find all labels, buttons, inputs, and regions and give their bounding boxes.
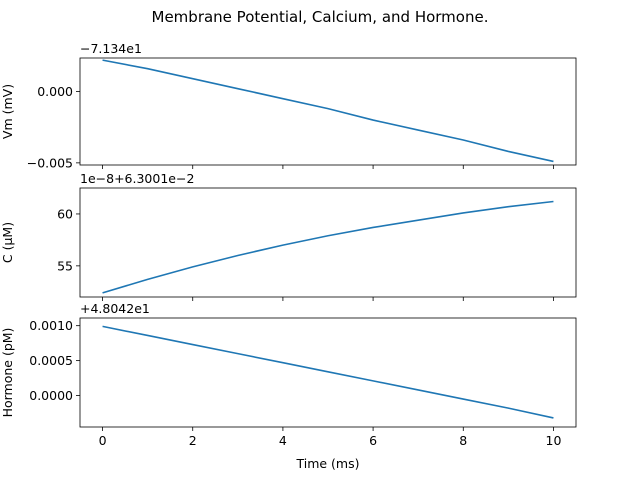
y-tick-label: 0.000 [37,84,73,99]
y-offset-label: +4.8042e1 [80,301,150,316]
axes-frame [79,317,577,428]
y-tick-label: 0.0005 [29,353,73,368]
subplot-1: 0.000 −0.005 −7.134e1 Vm (mV) [0,41,577,170]
x-tick-label: 10 [546,433,562,448]
figure-title: Membrane Potential, Calcium, and Hormone… [152,8,489,26]
y-tick-label: 55 [57,258,73,273]
series-line [102,59,554,163]
series-line [102,200,554,294]
axes-frame [79,187,577,298]
y-tick-label: −0.005 [27,155,73,170]
series-line [102,325,554,419]
x-tick-label: 2 [189,433,197,448]
y-tick-label: 0.0000 [29,388,73,403]
subplot-3: 0 2 4 6 8 10 0.0010 0.0005 0.0000 +4.8042e1 Hormon… [0,301,577,471]
x-tick-label: 0 [99,433,107,448]
axes-frame [79,57,577,166]
y-offset-label: −7.134e1 [80,41,142,56]
x-tick-label: 8 [459,433,467,448]
x-tick-label: 6 [369,433,377,448]
y-axis-label: Hormone (pM) [0,328,15,418]
x-tick-label: 4 [279,433,287,448]
y-tick-label: 0.0010 [29,318,73,333]
y-tick-label: 60 [57,206,73,221]
y-offset-label: 1e−8+6.3001e−2 [80,171,194,186]
x-axis-label: Time (ms) [295,456,359,471]
y-axis-label: Vm (mV) [0,84,15,139]
subplot-2: 55 60 1e−8+6.3001e−2 C (μM) [0,171,577,301]
y-axis-label: C (μM) [0,222,15,263]
